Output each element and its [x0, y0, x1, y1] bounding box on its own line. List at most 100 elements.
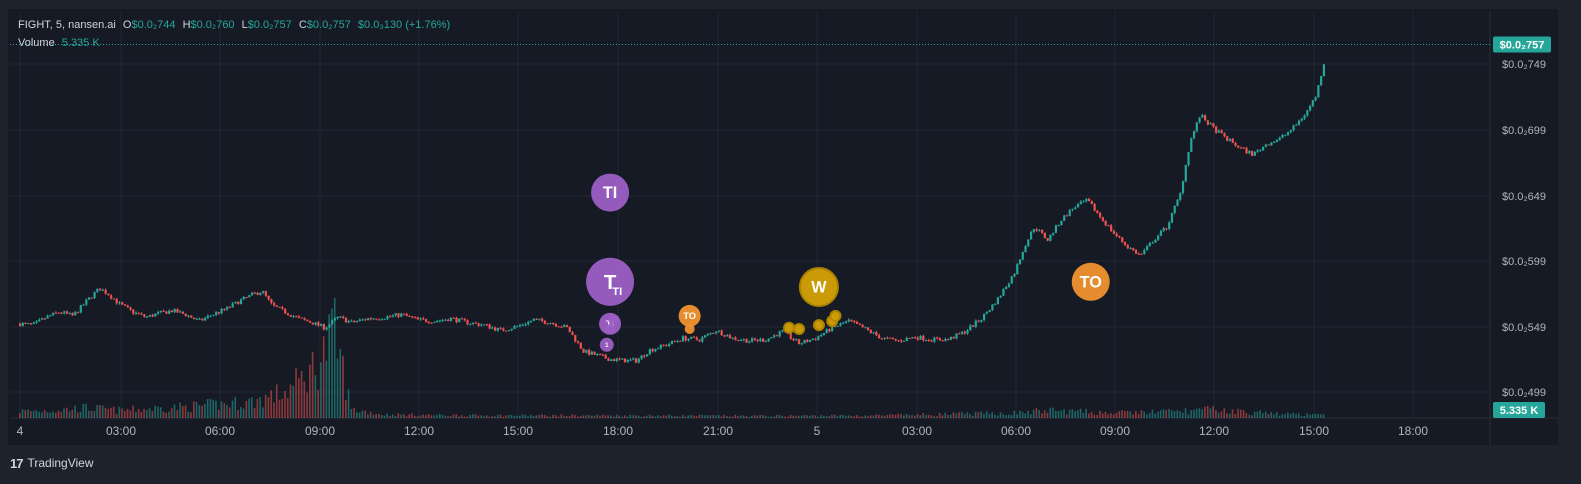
volume-bar — [867, 416, 869, 418]
candle-body — [215, 312, 218, 315]
volume-bar — [767, 416, 770, 418]
candle-body — [687, 338, 690, 341]
volume-bar — [648, 414, 651, 418]
candle-body — [941, 340, 944, 342]
candle-body — [234, 301, 237, 304]
candle-body — [922, 335, 925, 341]
volume-bar — [49, 412, 51, 418]
candle-body — [79, 305, 82, 313]
volume-bar — [1052, 407, 1054, 418]
volume-bar — [985, 411, 988, 418]
change-value: $0.0₃130 (+1.76%) — [357, 19, 451, 31]
candle-body — [839, 323, 842, 326]
candle-body — [1140, 253, 1143, 255]
candle-body — [1231, 138, 1234, 143]
price-axis[interactable]: $0.0₂749 $0.0₂699 $0.0₂649 $0.0₂599 $0.0₂549… — [1502, 59, 1546, 399]
candle-body — [875, 332, 878, 336]
annotations: TITTITI1TOWTO — [586, 173, 1110, 352]
volume-bar — [151, 411, 154, 418]
candle-body — [1187, 151, 1190, 165]
candle-body — [692, 336, 696, 338]
candle-body — [237, 301, 240, 305]
time-axis[interactable]: 4 03:00 06:00 09:00 12:00 15:00 18:00 21:00 5 03:… — [17, 424, 1429, 438]
volume-bar — [135, 412, 137, 418]
candle-body — [1273, 142, 1276, 144]
volume-bar — [720, 416, 723, 418]
candle-body — [1151, 242, 1154, 244]
volume-bar — [240, 407, 242, 418]
candle-body — [369, 318, 372, 320]
volume-bar — [96, 404, 98, 418]
candle-body — [1173, 205, 1176, 213]
tradingview-branding[interactable]: 17 TradingView — [10, 454, 94, 472]
candle-body — [145, 316, 149, 318]
volume-bar — [762, 414, 764, 418]
candle-body — [284, 308, 287, 314]
candle-body — [745, 339, 748, 343]
volume-bar — [549, 416, 551, 418]
candle-body — [850, 319, 853, 322]
volume-bar — [1135, 411, 1137, 418]
candle-body — [676, 340, 679, 342]
volume-bar — [1168, 409, 1170, 418]
candle-body — [223, 308, 226, 310]
candle-body — [640, 355, 643, 359]
volume-bar — [585, 415, 587, 418]
volume-bar — [938, 412, 941, 418]
volume-bar — [1275, 412, 1278, 418]
volume-bar — [143, 408, 145, 418]
candle-body — [695, 337, 698, 340]
volume-bar — [610, 415, 612, 418]
volume-bar — [1090, 412, 1093, 418]
volume-bar — [71, 409, 74, 418]
candle-body — [123, 304, 127, 306]
candle-body — [43, 318, 46, 320]
volume-bar — [427, 413, 430, 418]
volume-bar — [662, 415, 665, 418]
candle-body — [1154, 239, 1157, 243]
volume-bar — [353, 407, 355, 418]
candle-body — [524, 324, 527, 326]
candle-body — [1292, 125, 1295, 131]
volume-bar — [922, 413, 924, 418]
volume-bar — [1010, 414, 1013, 418]
candle-body — [60, 312, 63, 314]
candle-body — [615, 358, 618, 362]
volume-bar — [419, 415, 422, 418]
volume-bar — [394, 416, 397, 418]
volume-bar — [90, 410, 93, 418]
annotation-gold — [793, 323, 806, 336]
candle-body — [936, 337, 939, 339]
candle-body — [333, 318, 337, 321]
candle-body — [74, 312, 77, 316]
volume-bar — [905, 413, 908, 418]
candle-body — [955, 333, 958, 339]
volume-bar — [952, 412, 955, 418]
volume-label[interactable]: Volume — [18, 37, 55, 49]
candle-body — [919, 335, 922, 340]
candle-body — [264, 291, 267, 296]
volume-bar — [756, 415, 759, 418]
time-tick-label: 18:00 — [1398, 424, 1428, 438]
candle-body — [585, 349, 588, 353]
volume-bar — [201, 405, 203, 418]
candle-body — [886, 337, 889, 339]
candle-body — [137, 312, 140, 314]
symbol-title[interactable]: FIGHT, 5, nansen.ai — [18, 19, 116, 31]
volume-bar — [339, 349, 342, 418]
volume-bar — [914, 415, 916, 418]
candle-body — [24, 322, 27, 324]
candle-body — [32, 322, 35, 324]
volume-bar — [1240, 409, 1242, 418]
volume-bar — [665, 415, 668, 418]
candle-body — [331, 320, 334, 325]
volume-bar — [690, 414, 692, 418]
volume-bar — [204, 403, 206, 418]
volume-bar — [925, 414, 927, 418]
candle-body — [999, 295, 1002, 298]
volume-bar — [817, 416, 819, 418]
volume-bar — [361, 410, 364, 418]
volume-bar — [911, 415, 913, 418]
candle-body — [1303, 115, 1306, 119]
